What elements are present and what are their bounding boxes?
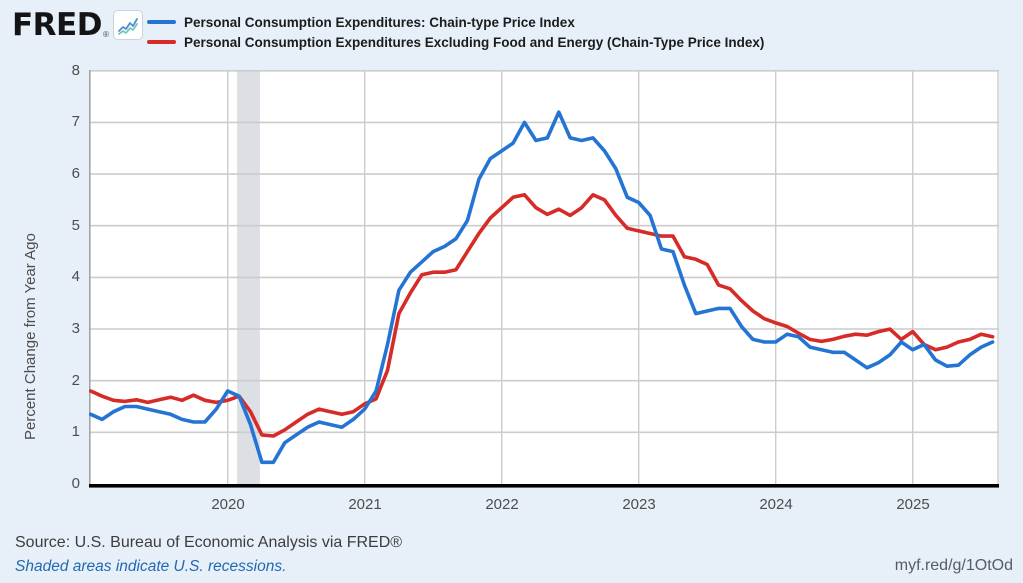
y-tick-5: 5 bbox=[71, 217, 80, 234]
y-tick-8: 8 bbox=[71, 62, 80, 79]
y-tick-0: 0 bbox=[71, 475, 80, 492]
horizontal-gridlines bbox=[89, 70, 999, 434]
x-tick-2022: 2022 bbox=[485, 496, 519, 513]
line-core-pce bbox=[89, 193, 995, 438]
vertical-gridlines bbox=[226, 70, 914, 484]
fred-logo[interactable]: FRED ® bbox=[12, 8, 143, 42]
fred-chart-icon bbox=[112, 10, 143, 40]
short-url-link[interactable]: myf.red/g/1OtOd bbox=[894, 557, 1013, 574]
legend-item-core-pce: Personal Consumption Expenditures Exclud… bbox=[147, 32, 764, 52]
y-tick-2: 2 bbox=[71, 372, 80, 389]
chart-plot-area[interactable] bbox=[89, 70, 999, 488]
fred-logo-text: FRED bbox=[12, 7, 102, 43]
legend-label-core-pce: Personal Consumption Expenditures Exclud… bbox=[184, 34, 765, 50]
legend-swatch-blue bbox=[147, 20, 176, 24]
x-tick-2020: 2020 bbox=[211, 496, 245, 513]
legend-label-pce: Personal Consumption Expenditures: Chain… bbox=[184, 14, 575, 30]
recession-note-link[interactable]: Shaded areas indicate U.S. recessions. bbox=[15, 558, 287, 575]
registered-mark: ® bbox=[102, 30, 109, 39]
chart-canvas bbox=[89, 70, 999, 488]
legend: Personal Consumption Expenditures: Chain… bbox=[147, 12, 764, 52]
source-text: Source: U.S. Bureau of Economic Analysis… bbox=[15, 534, 403, 551]
x-tick-2021: 2021 bbox=[348, 496, 382, 513]
x-axis-line bbox=[89, 484, 999, 488]
y-tick-6: 6 bbox=[71, 165, 80, 182]
legend-swatch-red bbox=[147, 40, 176, 44]
y-tick-1: 1 bbox=[71, 423, 80, 440]
x-tick-2023: 2023 bbox=[622, 496, 656, 513]
legend-item-pce: Personal Consumption Expenditures: Chain… bbox=[147, 12, 764, 32]
y-tick-4: 4 bbox=[71, 268, 80, 285]
x-tick-2025: 2025 bbox=[896, 496, 930, 513]
y-tick-7: 7 bbox=[71, 113, 80, 130]
y-tick-3: 3 bbox=[71, 320, 80, 337]
line-headline-pce bbox=[89, 110, 995, 465]
y-axis-title: Percent Change from Year Ago bbox=[22, 233, 39, 440]
x-tick-2024: 2024 bbox=[759, 496, 793, 513]
